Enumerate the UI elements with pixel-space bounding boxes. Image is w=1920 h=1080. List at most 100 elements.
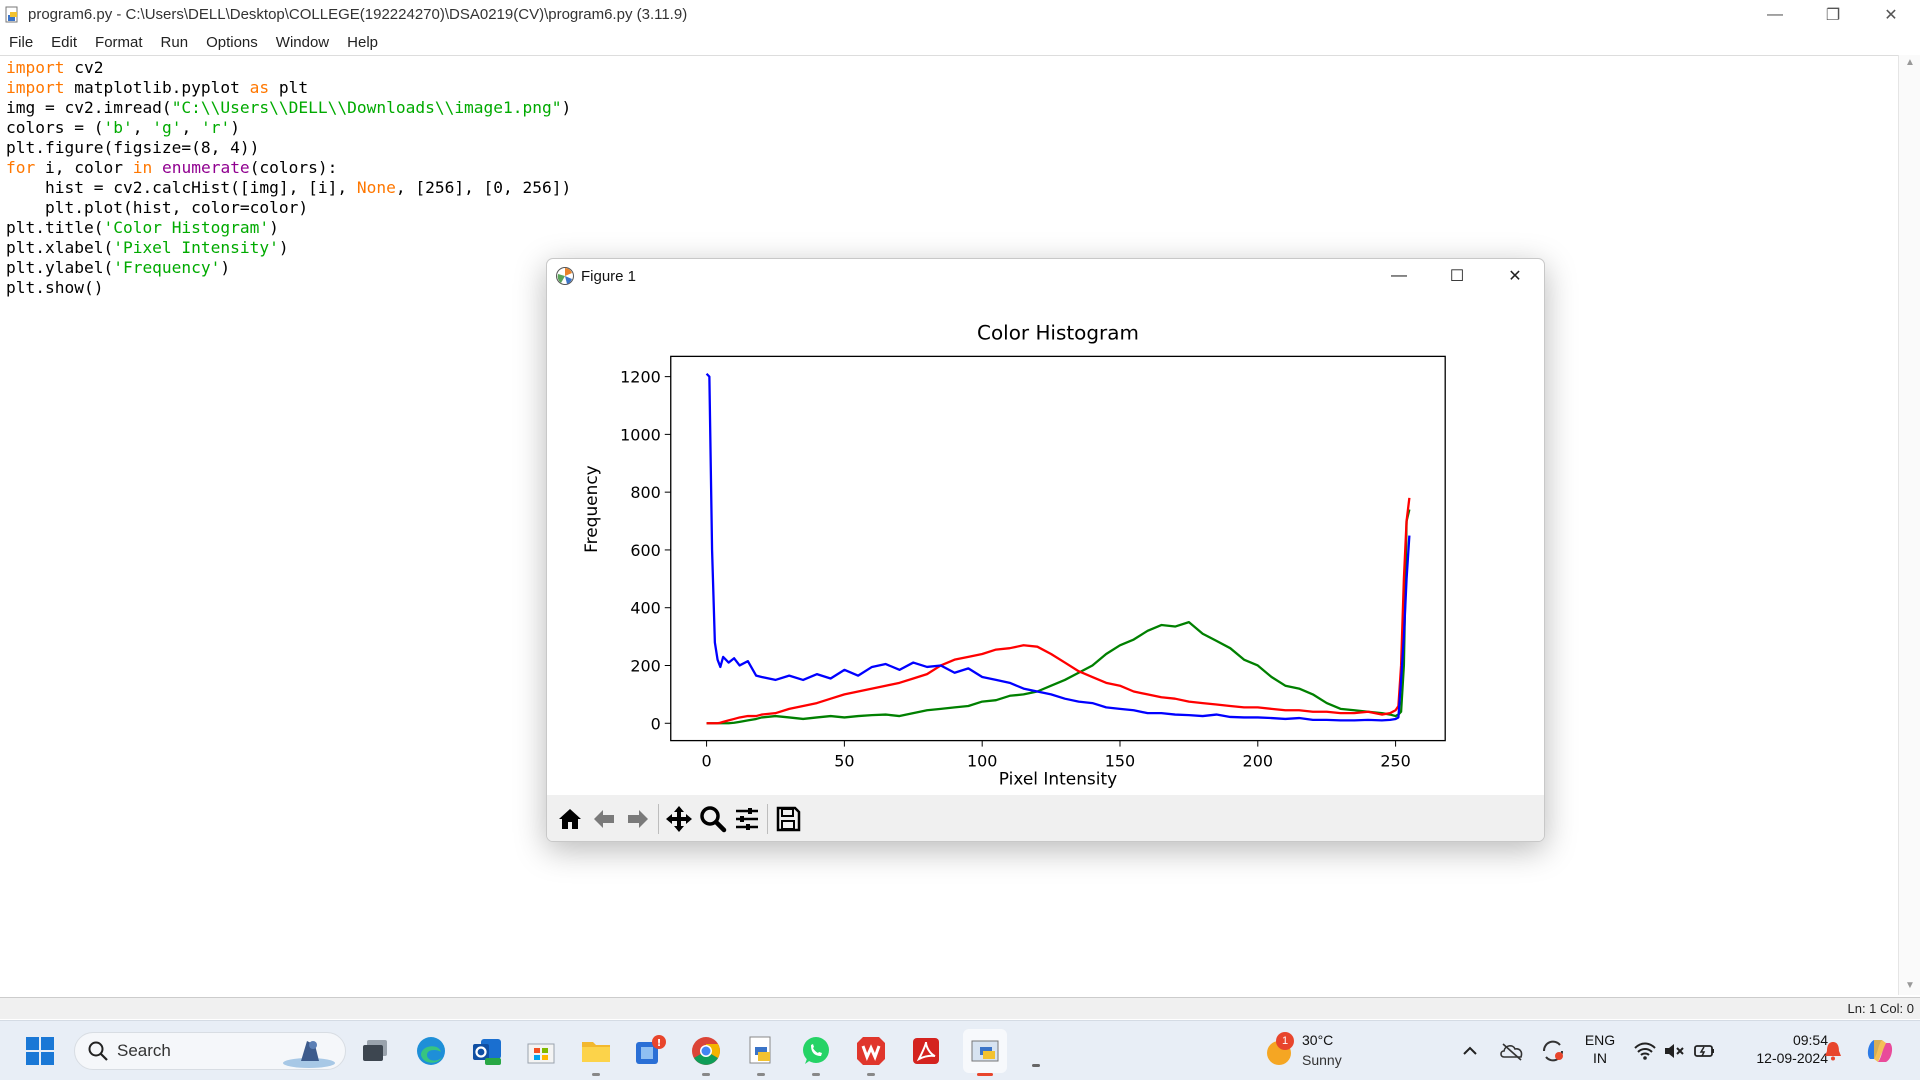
idle-window-button[interactable] xyxy=(963,1029,1007,1076)
cursor-position: Ln: 1 Col: 0 xyxy=(1847,1001,1915,1016)
language-code: ENG xyxy=(1584,1032,1616,1048)
toolbar-separator xyxy=(767,804,768,834)
whatsapp-button[interactable] xyxy=(798,1033,834,1076)
idle-icon xyxy=(971,1040,999,1062)
taskbar: Search ! xyxy=(0,1020,1920,1080)
home-button[interactable] xyxy=(553,802,587,836)
task-view-icon xyxy=(363,1040,387,1061)
taskbar-search[interactable]: Search xyxy=(74,1032,346,1070)
code-text: import cv2 import matplotlib.pyplot as p… xyxy=(6,58,572,297)
figure-close-button[interactable]: ✕ xyxy=(1486,259,1544,293)
sync-button[interactable] xyxy=(1538,1033,1568,1069)
running-indicator xyxy=(702,1073,710,1076)
start-button[interactable] xyxy=(22,1033,58,1069)
sync-icon xyxy=(1542,1040,1564,1062)
menu-window[interactable]: Window xyxy=(275,33,330,51)
battery-charging-icon xyxy=(1694,1045,1714,1057)
notifications-button[interactable] xyxy=(1818,1033,1848,1069)
y-tick-label: 600 xyxy=(630,541,660,560)
wifi-button[interactable] xyxy=(1630,1033,1660,1069)
running-indicator xyxy=(812,1073,820,1076)
zoom-button[interactable] xyxy=(696,802,730,836)
x-tick-label: 250 xyxy=(1380,752,1410,771)
back-icon xyxy=(594,810,614,828)
matplotlib-window-button[interactable] xyxy=(1018,1033,1054,1069)
close-button[interactable]: ✕ xyxy=(1862,0,1920,29)
x-tick-label: 50 xyxy=(834,752,854,771)
forward-button[interactable] xyxy=(621,802,655,836)
running-indicator xyxy=(592,1073,600,1076)
onedrive-offline-icon xyxy=(1500,1043,1523,1061)
store-icon xyxy=(527,1043,555,1064)
figure-title: Figure 1 xyxy=(581,267,637,285)
configure-subplots-button[interactable] xyxy=(730,802,764,836)
save-icon xyxy=(776,806,801,832)
volume-button[interactable] xyxy=(1660,1033,1690,1069)
minimize-icon: — xyxy=(1391,267,1407,284)
x-axis-label: Pixel Intensity xyxy=(999,769,1117,789)
save-button[interactable] xyxy=(771,802,805,836)
menu-options[interactable]: Options xyxy=(206,33,258,51)
menu-help[interactable]: Help xyxy=(347,33,378,51)
restore-icon: ❐ xyxy=(1825,6,1841,24)
acrobat-button[interactable] xyxy=(908,1033,944,1069)
y-axis-label: Frequency xyxy=(581,465,601,553)
notification-app-button[interactable]: ! xyxy=(633,1033,669,1069)
menu-edit[interactable]: Edit xyxy=(51,33,78,51)
store-button[interactable] xyxy=(523,1033,559,1069)
copilot-button[interactable] xyxy=(1862,1033,1898,1069)
wps-office-icon xyxy=(857,1037,885,1065)
menu-run[interactable]: Run xyxy=(160,33,189,51)
file-explorer-button[interactable] xyxy=(578,1033,614,1076)
search-label: Search xyxy=(117,1041,171,1060)
chart-title: Color Histogram xyxy=(977,320,1139,344)
minimize-button[interactable]: — xyxy=(1746,0,1804,29)
x-tick-label: 200 xyxy=(1243,752,1273,771)
onedrive-button[interactable] xyxy=(1497,1033,1527,1069)
task-view-button[interactable] xyxy=(358,1033,394,1069)
menu-file[interactable]: File xyxy=(9,33,34,51)
y-tick-label: 1000 xyxy=(620,425,661,444)
clock-date: 12-09-2024 xyxy=(1756,1050,1828,1066)
toolbar-separator xyxy=(658,804,659,834)
y-tick-label: 800 xyxy=(630,483,660,502)
weather-badge: 1 xyxy=(1276,1032,1294,1050)
scroll-down-icon[interactable]: ▼ xyxy=(1905,980,1915,991)
histogram-chart[interactable]: Color Histogram Pixel Intensity Frequenc… xyxy=(547,293,1544,793)
clock[interactable]: 09:54 12-09-2024 xyxy=(1732,1031,1828,1067)
pan-button[interactable] xyxy=(662,802,696,836)
outlook-new-button[interactable] xyxy=(469,1033,505,1069)
back-button[interactable] xyxy=(587,802,621,836)
forward-icon xyxy=(628,810,648,828)
menu-format[interactable]: Format xyxy=(95,33,143,51)
app-alert-icon: ! xyxy=(636,1035,666,1064)
x-tick-label: 0 xyxy=(702,752,712,771)
weather-widget[interactable]: 1 30°C Sunny xyxy=(1262,1029,1382,1073)
wps-office-button[interactable] xyxy=(853,1033,889,1076)
input-language[interactable]: ENG IN xyxy=(1578,1031,1622,1067)
status-bar: Ln: 1 Col: 0 xyxy=(0,997,1920,1019)
matplotlib-icon xyxy=(555,266,575,286)
svg-text:!: ! xyxy=(657,1038,662,1049)
python-file-icon xyxy=(4,6,22,24)
edge-icon xyxy=(417,1037,445,1065)
outlook-icon xyxy=(473,1039,501,1065)
python-launcher-button[interactable] xyxy=(743,1033,779,1076)
figure-minimize-button[interactable]: — xyxy=(1370,259,1428,293)
chrome-button[interactable] xyxy=(688,1033,724,1076)
y-tick-label: 200 xyxy=(630,656,660,675)
close-icon: ✕ xyxy=(1508,268,1522,285)
battery-button[interactable] xyxy=(1690,1033,1720,1069)
active-indicator xyxy=(977,1073,993,1076)
wifi-icon xyxy=(1634,1042,1656,1060)
bell-icon xyxy=(1825,1042,1841,1061)
scroll-up-icon[interactable]: ▲ xyxy=(1905,57,1915,68)
search-highlight-icon xyxy=(283,1041,335,1068)
menu-bar: File Edit Format Run Options Window Help xyxy=(0,29,1920,55)
edge-button[interactable] xyxy=(413,1033,449,1069)
vertical-scrollbar[interactable]: ▲ ▼ xyxy=(1898,55,1920,995)
title-bar: program6.py - C:\Users\DELL\Desktop\COLL… xyxy=(0,0,1920,29)
figure-maximize-button[interactable]: ☐ xyxy=(1428,259,1486,293)
restore-button[interactable]: ❐ xyxy=(1804,0,1862,29)
show-hidden-icons-button[interactable] xyxy=(1455,1033,1485,1069)
